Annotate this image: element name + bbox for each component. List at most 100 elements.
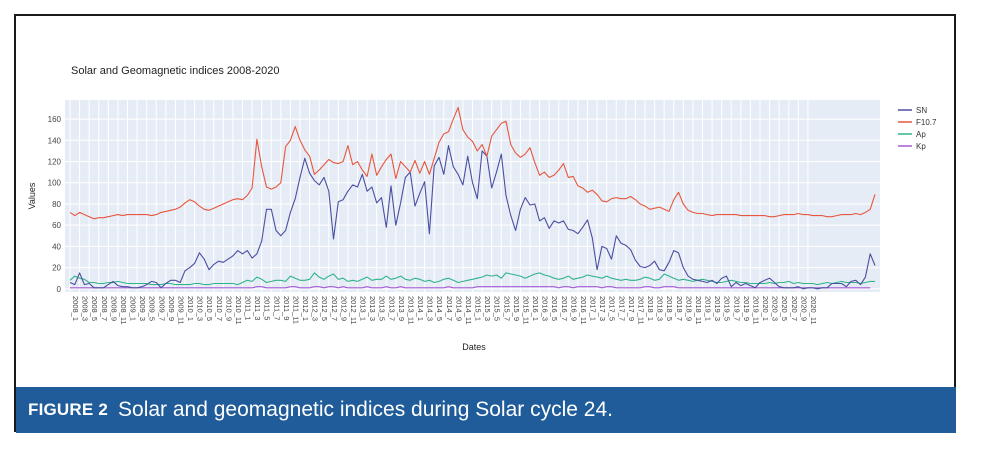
x-tick-label: 2014_3 — [426, 296, 435, 321]
x-tick-label: 2020_9 — [799, 296, 808, 321]
series-line-kp — [70, 286, 871, 289]
x-tick-label: 2010_7 — [215, 296, 224, 321]
x-tick-label: 2009_3 — [138, 296, 147, 321]
x-tick-label: 2015_1 — [474, 296, 483, 321]
x-tick-label: 2010_11 — [234, 296, 243, 325]
x-tick-label: 2013_11 — [406, 296, 415, 325]
x-tick-label: 2014_1 — [416, 296, 425, 321]
x-tick-label: 2012_1 — [301, 296, 310, 321]
x-tick-label: 2014_5 — [435, 296, 444, 321]
x-tick-label: 2018_11 — [694, 296, 703, 325]
x-tick-label: 2008_3 — [81, 296, 90, 321]
x-tick-label: 2016_11 — [579, 296, 588, 325]
grid-lines — [65, 100, 880, 292]
x-tick-label: 2011_3 — [253, 296, 262, 320]
x-tick-label: 2016_3 — [541, 296, 550, 321]
x-tick-label: 2019_7 — [732, 296, 741, 321]
x-tick-label: 2016_7 — [560, 296, 569, 321]
x-axis-title: Dates — [462, 342, 486, 352]
x-tick-label: 2020_11 — [809, 296, 818, 325]
y-tick-label: 120 — [48, 158, 62, 167]
x-tick-label: 2011_5 — [263, 296, 272, 320]
x-tick-label: 2017_9 — [627, 296, 636, 321]
x-tick-label: 2012_11 — [349, 296, 358, 325]
x-tick-label: 2018_1 — [646, 296, 655, 321]
y-tick-label: 0 — [57, 285, 62, 294]
x-tick-label: 2008_7 — [100, 296, 109, 321]
x-tick-label: 2011_9 — [282, 296, 291, 320]
legend-label: Ap — [916, 130, 926, 139]
x-tick-label: 2015_9 — [512, 296, 521, 321]
x-tick-label: 2010_9 — [224, 296, 233, 321]
x-tick-label: 2017_1 — [589, 296, 598, 321]
x-tick-label: 2018_5 — [665, 296, 674, 321]
x-tick-label: 2008_11 — [119, 296, 128, 325]
x-tick-label: 2009_11 — [176, 296, 185, 325]
y-tick-label: 80 — [52, 200, 61, 209]
x-tick-label: 2015_3 — [483, 296, 492, 321]
y-tick-label: 40 — [52, 242, 61, 251]
series-line-ap — [69, 272, 875, 286]
x-tick-label: 2014_9 — [454, 296, 463, 321]
x-tick-label: 2013_1 — [359, 296, 368, 321]
x-tick-label: 2009_7 — [157, 296, 166, 321]
legend-label: Kp — [916, 142, 926, 151]
x-tick-label: 2013_7 — [387, 296, 396, 321]
x-tick-label: 2016_9 — [569, 296, 578, 321]
x-tick-label: 2020_5 — [780, 296, 789, 321]
x-tick-label: 2012_9 — [339, 296, 348, 321]
figure-caption-bar: FIGURE 2 Solar and geomagnetic indices d… — [16, 387, 956, 433]
x-tick-label: 2008_9 — [109, 296, 118, 321]
x-tick-label: 2008_5 — [90, 296, 99, 321]
x-tick-label: 2010_1 — [186, 296, 195, 321]
x-tick-label: 2011_1 — [244, 296, 253, 320]
x-tick-label: 2012_5 — [320, 296, 329, 321]
x-tick-label: 2017_5 — [608, 296, 617, 321]
x-tick-label: 2020_7 — [790, 296, 799, 321]
x-tick-label: 2014_11 — [464, 296, 473, 325]
x-tick-label: 2011_7 — [272, 296, 281, 320]
y-axis-title: Values — [27, 182, 37, 209]
x-tick-label: 2016_1 — [531, 296, 540, 321]
x-tick-label: 2015_7 — [502, 296, 511, 321]
x-tick-label: 2012_3 — [311, 296, 320, 321]
x-tick-label: 2012_7 — [330, 296, 339, 321]
x-tick-label: 2018_9 — [684, 296, 693, 321]
x-tick-label: 2019_1 — [704, 296, 713, 321]
series-lines — [69, 106, 876, 290]
y-tick-label: 160 — [48, 115, 62, 124]
x-tick-label: 2019_11 — [751, 296, 760, 325]
x-tick-label: 2019_5 — [723, 296, 732, 321]
x-tick-label: 2013_9 — [397, 296, 406, 321]
x-tick-label: 2019_3 — [713, 296, 722, 321]
chart-title: Solar and Geomagnetic indices 2008-2020 — [71, 65, 280, 77]
x-tick-label: 2017_11 — [636, 296, 645, 325]
y-tick-label: 100 — [48, 179, 62, 188]
x-tick-label: 2008_1 — [71, 296, 80, 321]
x-tick-label: 2014_7 — [445, 296, 454, 321]
y-tick-label: 140 — [48, 136, 62, 145]
x-tick-label: 2017_7 — [617, 296, 626, 321]
x-tick-label: 2019_9 — [742, 296, 751, 321]
x-tick-label: 2020_1 — [761, 296, 770, 321]
x-tick-label: 2020_3 — [771, 296, 780, 321]
x-tick-label: 2009_5 — [148, 296, 157, 321]
y-tick-label: 20 — [52, 264, 61, 273]
legend: SN F10.7 Ap Kp — [898, 106, 937, 151]
figure-label: FIGURE 2 — [28, 400, 109, 419]
x-tick-label: 2011_11 — [291, 296, 300, 324]
y-axis-ticks: 0 20 40 60 80 100 120 140 160 — [48, 115, 62, 294]
x-tick-label: 2013_3 — [368, 296, 377, 321]
x-tick-label: 2016_5 — [550, 296, 559, 321]
legend-label: SN — [916, 106, 927, 115]
x-tick-label: 2013_5 — [378, 296, 387, 321]
x-axis-ticks: 2008_1 2008_3 2008_5 2008_7 2008_9 2008_11 200… — [71, 296, 818, 325]
series-line-f107 — [69, 106, 876, 220]
x-tick-label: 2010_3 — [196, 296, 205, 321]
x-tick-label: 2009_1 — [129, 296, 138, 321]
legend-label: F10.7 — [916, 118, 937, 127]
y-tick-label: 60 — [52, 221, 61, 230]
x-tick-label: 2015_5 — [493, 296, 502, 321]
x-tick-label: 2010_5 — [205, 296, 214, 321]
